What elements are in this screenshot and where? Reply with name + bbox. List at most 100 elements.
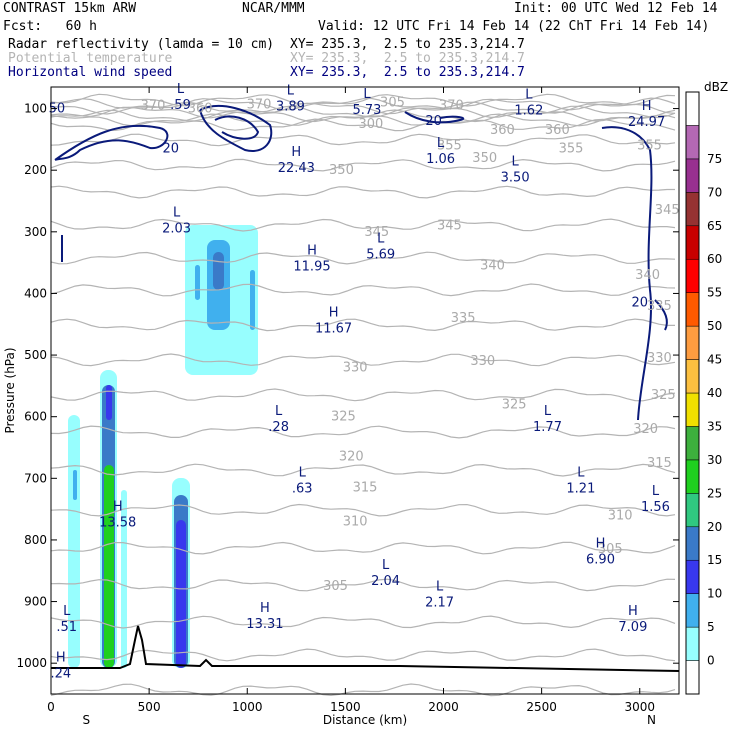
theta-label: 325 xyxy=(331,410,356,425)
colorbar-swatch xyxy=(685,593,700,628)
theta-label: 345 xyxy=(655,203,680,218)
extremum-marker: H xyxy=(307,244,317,259)
theta-contour xyxy=(50,615,676,629)
colorbar-swatch xyxy=(685,392,700,427)
theta-label: 305 xyxy=(323,579,348,594)
colorbar-level-label: 0 xyxy=(707,654,715,668)
colorbar-level-label: 10 xyxy=(707,587,722,601)
wind-contour xyxy=(199,105,273,152)
reflectivity-cell xyxy=(250,270,255,330)
theta-contour xyxy=(50,158,676,172)
extremum-marker: H xyxy=(113,499,123,514)
contour-labels: 370 370 370 360 360 360 355 355 355 350 350 345 345 3… xyxy=(49,82,680,681)
x-tick-label: 2000 xyxy=(428,700,459,714)
theta-label: 305 xyxy=(598,542,623,557)
colorbar-level-label: 55 xyxy=(707,286,722,300)
theta-label: 340 xyxy=(480,259,505,274)
theta-label: 300 xyxy=(358,117,383,132)
extremum-marker: H xyxy=(260,601,270,616)
valid-time: Valid: 12 UTC Fri 14 Feb 14 (22 ChT Fri … xyxy=(318,19,710,34)
theta-contour xyxy=(50,425,676,439)
colorbar-swatch xyxy=(685,526,700,561)
theta-label: 345 xyxy=(364,225,389,240)
theta-label: 310 xyxy=(343,514,368,529)
theta-label: 335 xyxy=(647,299,672,314)
extremum-value: .59 xyxy=(170,98,191,113)
colorbar-swatch xyxy=(685,426,700,461)
reflectivity-fill xyxy=(68,225,258,668)
theta-label: 335 xyxy=(451,311,476,326)
reflectivity-cell xyxy=(106,385,112,420)
wind-label: 20 xyxy=(162,142,179,157)
wind-contour xyxy=(601,126,653,421)
x-tick-label: 1000 xyxy=(232,700,263,714)
colorbar-swatch xyxy=(685,459,700,494)
colorbar-level-label: 75 xyxy=(707,152,722,166)
colorbar-swatch xyxy=(685,359,700,394)
extremum-marker: L xyxy=(377,231,385,246)
theta-contour xyxy=(51,97,676,111)
x-tick-label: 3000 xyxy=(624,700,655,714)
theta-label: 320 xyxy=(633,422,658,437)
x-tick-label: 0 xyxy=(47,700,55,714)
theta-label: 330 xyxy=(647,351,672,366)
field-theta-xy: XY= 235.3, 2.5 to 235.3,214.7 xyxy=(290,51,525,66)
colorbar-swatch xyxy=(685,125,700,160)
reflectivity-cell xyxy=(73,470,77,500)
extremum-value: 7.09 xyxy=(618,620,647,635)
terrain-line xyxy=(51,625,680,672)
y-tick-label: 700 xyxy=(24,471,47,485)
y-tick-label: 800 xyxy=(24,533,47,547)
extremum-marker: H xyxy=(628,604,638,619)
colorbar-level-label: 60 xyxy=(707,252,722,266)
terrain-profile xyxy=(51,625,680,672)
colorbar-frame xyxy=(685,91,700,695)
extremum-marker: L xyxy=(652,484,660,499)
extremum-value: 1.56 xyxy=(641,500,670,515)
colorbar-level-label: 65 xyxy=(707,219,722,233)
reflectivity-cell xyxy=(104,465,114,668)
y-tick-label: 300 xyxy=(24,225,47,239)
field-wind-name: Horizontal wind speed xyxy=(8,65,173,80)
extremum-value: 1.62 xyxy=(514,104,543,119)
extremum-value: .63 xyxy=(292,481,313,496)
colorbar-swatch xyxy=(685,91,700,126)
extremum-value: 2.04 xyxy=(371,574,400,589)
x-axis-end-left: S xyxy=(83,713,91,727)
wind-contour xyxy=(404,111,465,124)
extremum-marker: H xyxy=(329,305,339,320)
theta-contour xyxy=(50,318,675,332)
extremum-value: .28 xyxy=(268,420,289,435)
wind-label: 20 xyxy=(425,114,442,129)
colorbar-swatch xyxy=(685,559,700,594)
reflectivity-cell xyxy=(213,252,224,290)
theta-contour xyxy=(50,541,676,555)
axes: 100 200 300 400 500 600 700 800 900 1000 0 500 1000 1… xyxy=(3,86,680,727)
field-reflectivity-xy: XY= 235.3, 2.5 to 235.3,214.7 xyxy=(290,37,525,52)
init-time: Init: 00 UTC Wed 12 Feb 14 xyxy=(514,1,718,16)
reflectivity-cell xyxy=(195,265,200,300)
extremum-value: 3.50 xyxy=(501,170,530,185)
theta-contour xyxy=(50,578,676,592)
reflectivity-cell xyxy=(121,490,127,668)
field-reflectivity-name: Radar reflectivity (lamda = 10 cm) xyxy=(8,37,275,52)
wind-contour xyxy=(54,124,169,161)
extremum-value: 24.97 xyxy=(628,115,665,130)
theta-label: 340 xyxy=(635,268,660,283)
extremum-value: 11.67 xyxy=(315,321,352,336)
extremum-value: 3.89 xyxy=(276,99,305,114)
colorbar-swatch xyxy=(685,158,700,193)
colorbar-level-label: 25 xyxy=(707,486,722,500)
theta-label: 355 xyxy=(637,139,662,154)
extremum-marker: L xyxy=(275,404,283,419)
extremum-marker: L xyxy=(299,465,307,480)
extremum-marker: L xyxy=(436,579,444,594)
theta-label: 325 xyxy=(502,397,527,412)
theta-contour xyxy=(51,101,676,115)
x-tick-label: 500 xyxy=(138,700,161,714)
extremum-marker: H xyxy=(596,536,606,551)
extremum-marker: L xyxy=(173,205,181,220)
extremum-marker: L xyxy=(287,83,295,98)
field-theta-name: Potential temperature xyxy=(8,51,173,66)
colorbar-swatch xyxy=(685,493,700,528)
